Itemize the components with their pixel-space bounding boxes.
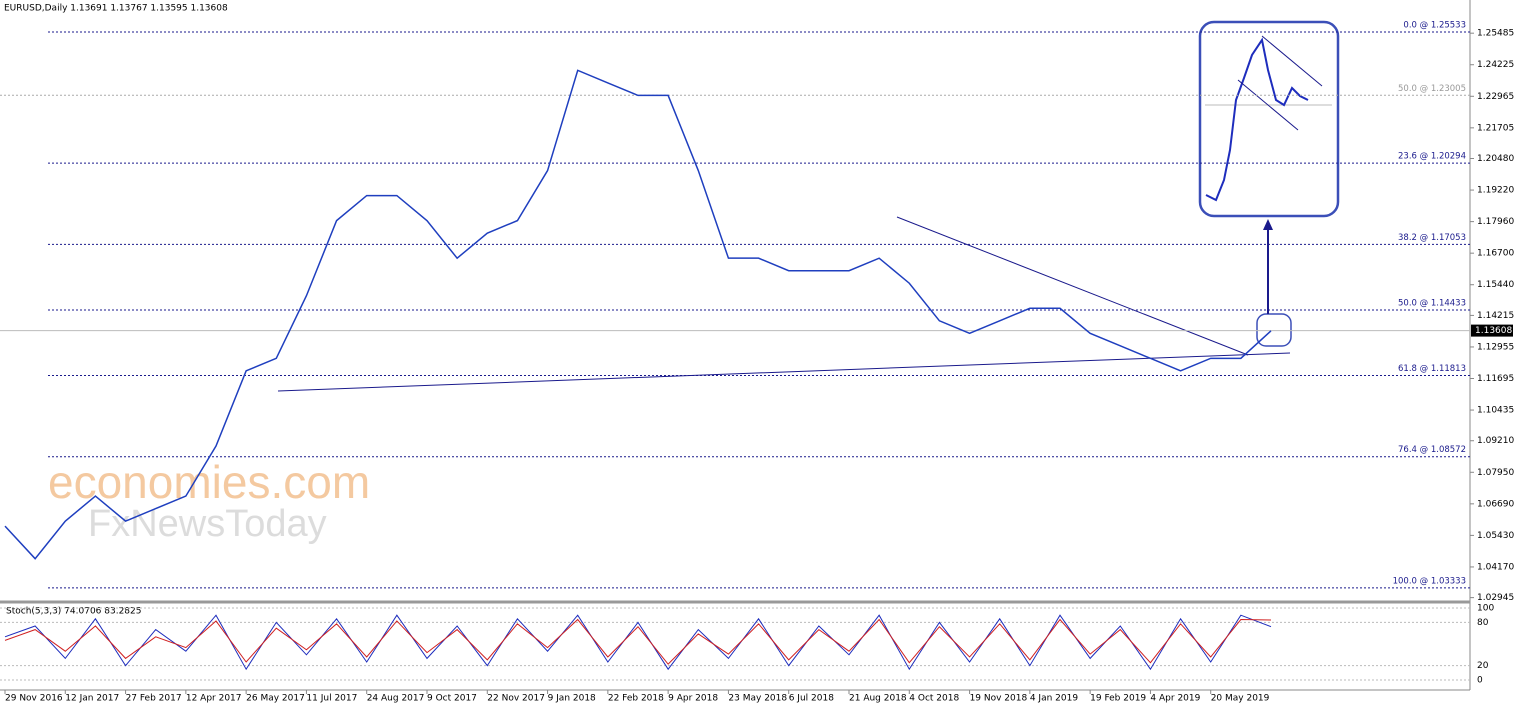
x-tick-label: 4 Apr 2019 xyxy=(1150,694,1200,704)
y-tick-label: 1.07950 xyxy=(1477,468,1514,478)
fib-label: 61.8 @ 1.11813 xyxy=(1398,364,1466,374)
x-tick-label: 11 Jul 2017 xyxy=(306,694,357,704)
stoch-tick-label: 80 xyxy=(1477,618,1489,628)
fib-label: 76.4 @ 1.08572 xyxy=(1398,445,1466,455)
inset-channel xyxy=(1261,35,1323,87)
highlight-box xyxy=(1256,313,1292,347)
x-tick-label: 12 Apr 2017 xyxy=(186,694,242,704)
x-tick-label: 9 Oct 2017 xyxy=(427,694,477,704)
stoch-tick-label: 0 xyxy=(1477,676,1483,686)
y-tick-label: 1.02945 xyxy=(1477,593,1514,603)
annotations xyxy=(277,20,1340,392)
fib-label: 50.0 @ 1.14433 xyxy=(1398,298,1466,308)
y-tick-label: 1.25485 xyxy=(1477,29,1514,39)
indicator-title: Stoch(5,3,3) 74.0706 83.2825 xyxy=(6,607,141,617)
x-tick-label: 19 Nov 2018 xyxy=(970,694,1028,704)
x-tick-label: 4 Jan 2019 xyxy=(1030,694,1078,704)
chart-title: EURUSD,Daily 1.13691 1.13767 1.13595 1.1… xyxy=(4,4,228,14)
last-price-box xyxy=(1471,324,1513,337)
y-tick-label: 1.11695 xyxy=(1477,374,1514,384)
y-tick-label: 1.24225 xyxy=(1477,60,1514,70)
y-tick-label: 1.04170 xyxy=(1477,562,1514,572)
trendline xyxy=(896,216,1249,356)
y-tick-label: 1.15440 xyxy=(1477,280,1514,290)
y-tick-label: 1.19220 xyxy=(1477,186,1514,196)
fib-label: 0.0 @ 1.25533 xyxy=(1403,20,1466,30)
x-tick-label: 9 Apr 2018 xyxy=(668,694,718,704)
last-price-label: 1.13608 xyxy=(1475,326,1512,336)
fib-label: 100.0 @ 1.03333 xyxy=(1393,576,1466,586)
x-tick-label: 9 Jan 2018 xyxy=(548,694,596,704)
x-tick-label: 23 May 2018 xyxy=(728,694,787,704)
x-tick-label: 22 Nov 2017 xyxy=(487,694,545,704)
x-tick-label: 29 Nov 2016 xyxy=(5,694,63,704)
y-tick-label: 1.14215 xyxy=(1477,311,1514,321)
x-tick-label: 26 May 2017 xyxy=(246,694,305,704)
trendline xyxy=(277,352,1291,392)
y-tick-label: 1.21705 xyxy=(1477,123,1514,133)
y-tick-label: 1.05430 xyxy=(1477,531,1514,541)
watermark: economies.com xyxy=(48,456,370,508)
fib-label: 23.6 @ 1.20294 xyxy=(1398,152,1466,162)
y-tick-label: 1.12955 xyxy=(1477,342,1514,352)
x-tick-label: 12 Jan 2017 xyxy=(65,694,119,704)
fib-label: 38.2 @ 1.17053 xyxy=(1398,233,1466,243)
x-tick-label: 21 Aug 2018 xyxy=(849,694,907,704)
y-tick-label: 1.16700 xyxy=(1477,249,1514,259)
x-tick-label: 20 May 2019 xyxy=(1211,694,1270,704)
x-tick-label: 27 Feb 2017 xyxy=(126,694,182,704)
y-tick-label: 1.09210 xyxy=(1477,436,1514,446)
y-tick-label: 1.17960 xyxy=(1477,217,1514,227)
watermark: FxNewsToday xyxy=(88,503,327,545)
inset-channel xyxy=(1237,79,1299,131)
y-tick-label: 1.22965 xyxy=(1477,92,1514,102)
x-tick-label: 22 Feb 2018 xyxy=(608,694,664,704)
x-tick-label: 6 Jul 2018 xyxy=(789,694,834,704)
inset-price xyxy=(1205,37,1309,202)
y-tick-label: 1.10435 xyxy=(1477,406,1514,416)
stoch-line xyxy=(4,618,1272,665)
stoch-line xyxy=(4,614,1272,671)
x-tick-label: 19 Feb 2019 xyxy=(1090,694,1146,704)
y-tick-label: 1.06690 xyxy=(1477,499,1514,509)
fib-label: 50.0 @ 1.23005 xyxy=(1398,84,1466,94)
x-tick-label: 4 Oct 2018 xyxy=(909,694,959,704)
price-line xyxy=(4,69,1272,560)
stoch-tick-label: 20 xyxy=(1477,661,1489,671)
y-tick-label: 1.20480 xyxy=(1477,154,1514,164)
x-tick-label: 24 Aug 2017 xyxy=(367,694,425,704)
arrow-head xyxy=(1263,219,1273,230)
stoch-tick-label: 100 xyxy=(1477,604,1494,614)
